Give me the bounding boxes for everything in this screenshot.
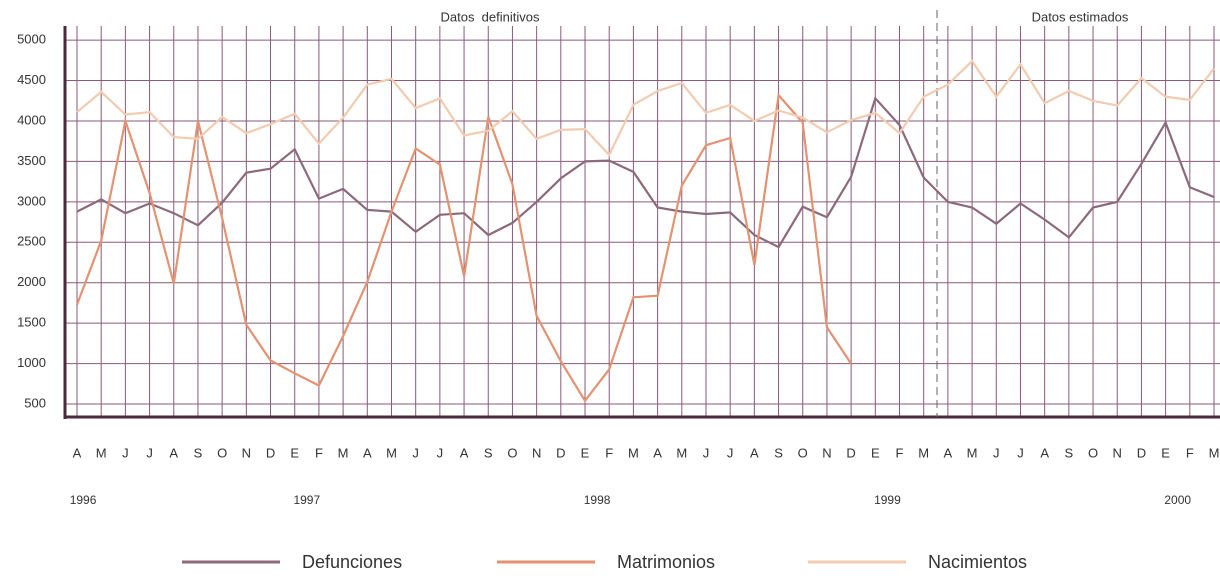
x-tick-label: O: [1088, 445, 1098, 460]
x-tick-label: O: [217, 445, 227, 460]
x-tick-label: S: [774, 445, 783, 460]
x-tick-label: O: [507, 445, 517, 460]
x-tick-label: A: [169, 445, 178, 460]
y-tick-label: 4000: [17, 112, 46, 127]
y-tick-label: 2000: [17, 274, 46, 289]
x-tick-label: E: [290, 445, 299, 460]
x-tick-label: N: [242, 445, 251, 460]
x-tick-label: J: [1017, 445, 1024, 460]
year-label: 1998: [584, 493, 611, 507]
y-tick-label: 1500: [17, 315, 46, 330]
x-tick-label: E: [581, 445, 590, 460]
y-tick-label: 5000: [17, 32, 46, 47]
year-label: 1996: [70, 493, 97, 507]
series-line: [75, 92, 853, 403]
x-tick-label: S: [1065, 445, 1074, 460]
x-tick-label: D: [266, 445, 275, 460]
x-tick-label: A: [1040, 445, 1049, 460]
x-tick-label: M: [96, 445, 107, 460]
x-tick-label: E: [871, 445, 880, 460]
x-tick-label: F: [1186, 445, 1194, 460]
series-line: [76, 96, 1215, 249]
x-tick-label: F: [605, 445, 613, 460]
y-tick-label: 1000: [17, 355, 46, 370]
year-label: 1999: [874, 493, 901, 507]
x-tick-label: S: [194, 445, 203, 460]
x-tick-label: S: [484, 445, 493, 460]
year-label: 2000: [1164, 493, 1191, 507]
legend-label: Nacimientos: [928, 552, 1027, 571]
x-tick-label: D: [556, 445, 565, 460]
x-tick-label: M: [628, 445, 639, 460]
y-tick-label: 2500: [17, 234, 46, 249]
x-tick-label: J: [437, 445, 444, 460]
x-tick-label: N: [822, 445, 831, 460]
x-tick-label: J: [727, 445, 734, 460]
x-tick-label: A: [460, 445, 469, 460]
x-tick-label: J: [993, 445, 1000, 460]
x-tick-label: M: [918, 445, 929, 460]
x-tick-label: F: [896, 445, 904, 460]
x-tick-label: M: [1209, 445, 1220, 460]
x-tick-label: J: [412, 445, 419, 460]
series-line: [76, 59, 1215, 157]
x-tick-label: M: [338, 445, 349, 460]
x-tick-label: A: [750, 445, 759, 460]
x-tick-label: A: [653, 445, 662, 460]
y-tick-label: 500: [24, 395, 46, 410]
x-tick-label: M: [967, 445, 978, 460]
legend-label: Matrimonios: [617, 552, 715, 571]
y-tick-label: 3500: [17, 153, 46, 168]
x-tick-label: M: [676, 445, 687, 460]
x-tick-label: N: [1113, 445, 1122, 460]
annotation: Datos definitivos: [441, 9, 540, 24]
x-tick-label: J: [122, 445, 129, 460]
x-tick-label: A: [944, 445, 953, 460]
x-tick-label: A: [73, 445, 82, 460]
x-tick-label: O: [798, 445, 808, 460]
x-tick-label: E: [1161, 445, 1170, 460]
x-tick-label: D: [846, 445, 855, 460]
x-tick-label: N: [532, 445, 541, 460]
y-tick-label: 4500: [17, 72, 46, 87]
annotation: Datos estimados: [1032, 9, 1129, 24]
y-tick-label: 3000: [17, 193, 46, 208]
x-tick-label: J: [703, 445, 710, 460]
x-tick-label: A: [363, 445, 372, 460]
x-tick-label: M: [386, 445, 397, 460]
x-tick-label: D: [1137, 445, 1146, 460]
year-label: 1997: [293, 493, 320, 507]
x-tick-label: J: [146, 445, 153, 460]
legend-label: Defunciones: [302, 552, 402, 571]
x-tick-label: F: [315, 445, 323, 460]
